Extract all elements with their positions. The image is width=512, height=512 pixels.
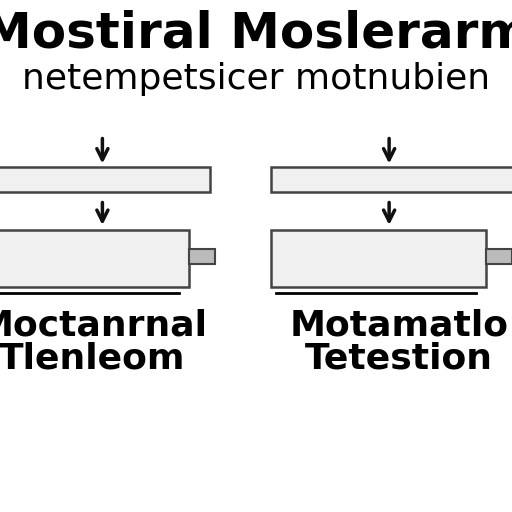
Text: Mostiral Moslerarm: Mostiral Moslerarm (0, 9, 512, 57)
Text: Tlenleom: Tlenleom (0, 342, 185, 375)
Bar (0, 230, 189, 287)
Bar (271, 230, 486, 287)
Text: Moctanrnal: Moctanrnal (0, 308, 207, 342)
Text: Tetestion: Tetestion (305, 342, 494, 375)
Text: netempetsicer motnubien: netempetsicer motnubien (22, 62, 490, 96)
Bar (189, 249, 215, 264)
Text: Motamatlo: Motamatlo (290, 308, 509, 342)
Bar (271, 167, 512, 192)
Bar (486, 249, 512, 264)
Bar (0, 167, 210, 192)
